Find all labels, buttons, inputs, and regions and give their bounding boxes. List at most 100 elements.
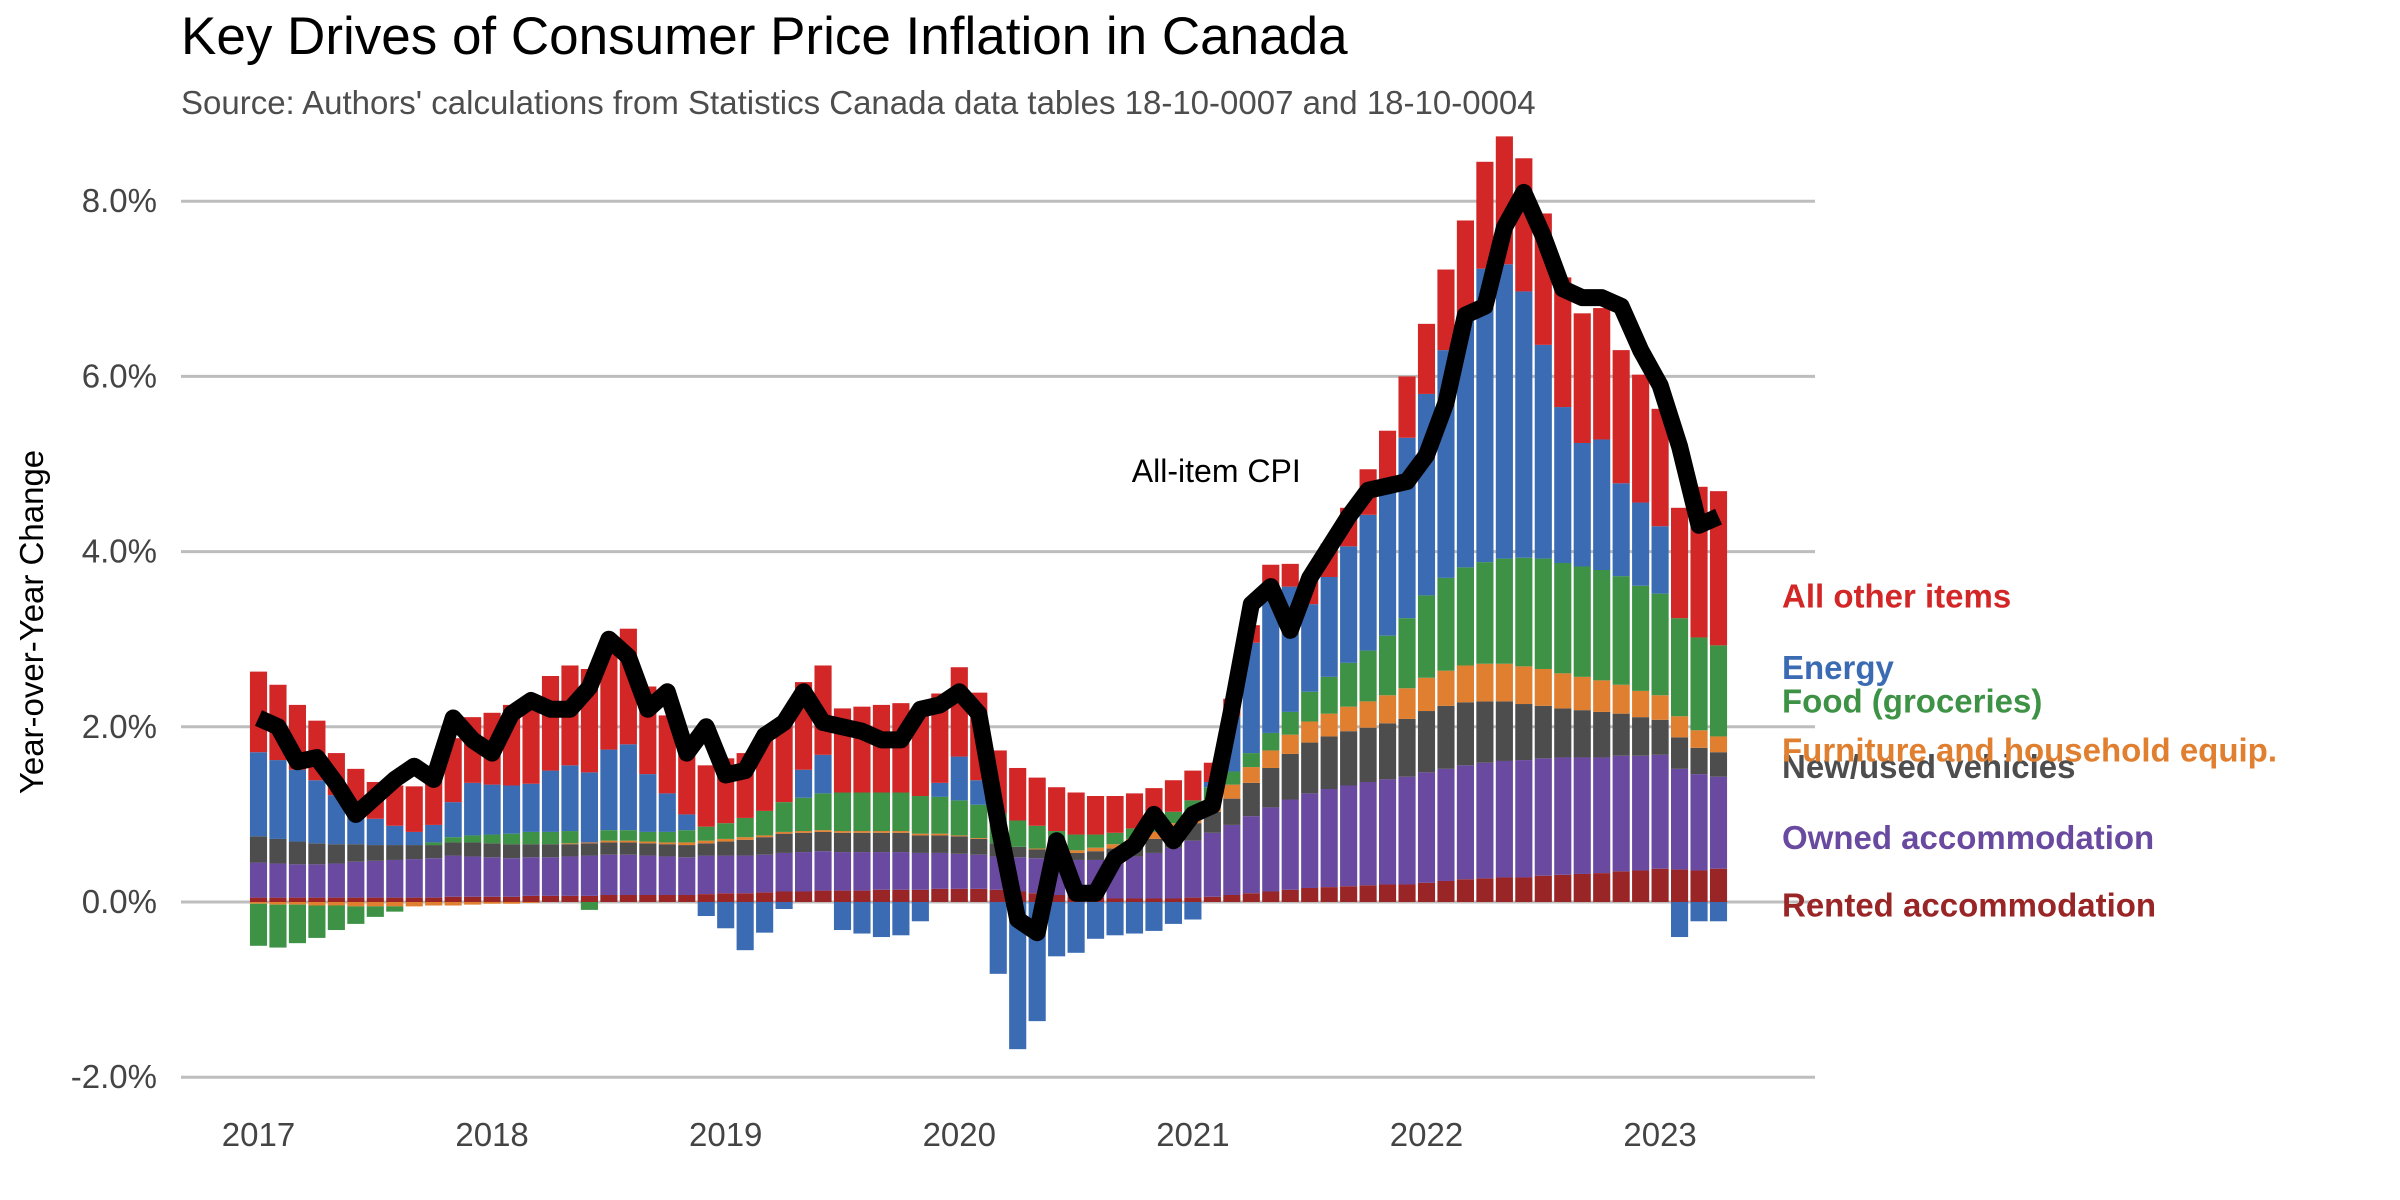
- bar-energy: [678, 814, 696, 831]
- bar-other: [775, 721, 793, 803]
- bar-food: [580, 902, 598, 910]
- bar-vehicles: [1476, 701, 1494, 763]
- bar-food: [658, 831, 676, 843]
- bar-vehicles: [1612, 713, 1630, 756]
- bar-food: [1028, 825, 1046, 849]
- bar-food: [1417, 595, 1436, 678]
- bar-energy: [1340, 546, 1358, 663]
- bar-energy: [814, 754, 832, 794]
- bar-food: [678, 830, 696, 843]
- bar-energy: [366, 818, 384, 846]
- bar-vehicles: [795, 832, 813, 853]
- bar-energy: [1106, 902, 1124, 936]
- bar-food: [1301, 691, 1319, 722]
- bar-energy: [1009, 902, 1027, 1050]
- bar-owned: [1554, 757, 1572, 875]
- bar-food: [1223, 771, 1241, 785]
- bar-furniture: [1223, 784, 1241, 799]
- bar-owned: [541, 857, 560, 896]
- bar-furniture: [1437, 670, 1455, 706]
- bar-owned: [425, 858, 443, 898]
- bar-rent: [756, 892, 774, 902]
- bar-rent: [1534, 875, 1552, 902]
- bar-energy: [892, 902, 910, 936]
- legend-label-food: Food (groceries): [1782, 683, 2042, 720]
- bar-energy: [1456, 313, 1474, 568]
- bar-furniture: [1242, 767, 1260, 783]
- bar-energy: [425, 824, 443, 843]
- bar-energy: [444, 802, 462, 838]
- bar-furniture: [1554, 673, 1572, 709]
- bar-owned: [1398, 776, 1416, 885]
- bar-vehicles: [1593, 711, 1611, 758]
- bar-vehicles: [756, 837, 774, 855]
- bar-energy: [1164, 902, 1182, 924]
- bar-furniture: [970, 838, 988, 839]
- legend-label-vehicles: New/used vehicles: [1782, 748, 2075, 785]
- bar-energy: [658, 793, 676, 832]
- x-tick-label: 2020: [923, 1116, 996, 1153]
- bar-energy: [1262, 584, 1280, 733]
- bar-vehicles: [1145, 838, 1163, 853]
- bar-rent: [1515, 877, 1533, 902]
- bar-other: [1048, 787, 1066, 832]
- bar-rent: [1632, 870, 1650, 902]
- bar-furniture: [619, 840, 637, 843]
- bar-other: [405, 786, 423, 832]
- bar-energy: [1534, 344, 1552, 559]
- y-tick-label: 0.0%: [82, 883, 157, 920]
- bar-vehicles: [775, 833, 793, 853]
- axes: -2.0% 0.0% 2.0% 4.0% 6.0% 8.0% 2017 2018 2019 202…: [13, 182, 1697, 1153]
- bar-energy: [1476, 268, 1494, 563]
- bar-rent: [1379, 884, 1397, 902]
- bar-vehicles: [1495, 701, 1513, 761]
- bar-food: [288, 904, 306, 944]
- bar-rent: [911, 889, 929, 902]
- bar-energy: [775, 902, 793, 910]
- bar-rent: [678, 894, 696, 902]
- bar-other: [853, 706, 871, 793]
- bar-owned: [1145, 852, 1163, 899]
- bar-owned: [366, 860, 384, 898]
- bar-rent: [541, 895, 560, 902]
- bar-other: [1125, 793, 1144, 829]
- bar-furniture: [1515, 666, 1533, 705]
- bar-vehicles: [249, 836, 268, 863]
- bar-energy: [405, 831, 423, 846]
- bar-owned: [1632, 755, 1650, 871]
- bar-energy: [1709, 902, 1728, 922]
- bar-vehicles: [697, 843, 715, 856]
- bar-furniture: [269, 902, 287, 905]
- bar-rent: [814, 890, 832, 902]
- bar-owned: [1709, 776, 1728, 869]
- bar-furniture: [1320, 713, 1338, 737]
- bar-energy: [872, 902, 890, 938]
- bar-other: [697, 765, 715, 827]
- bar-owned: [619, 854, 637, 895]
- cpi-line-layer: [255, 183, 1722, 942]
- bar-food: [444, 837, 462, 843]
- bar-owned: [288, 864, 306, 898]
- bar-rent: [1398, 884, 1416, 902]
- bar-rent: [580, 895, 598, 902]
- bar-owned: [1417, 772, 1436, 883]
- bar-other: [1067, 792, 1085, 835]
- bar-vehicles: [1651, 719, 1669, 755]
- bar-owned: [327, 863, 345, 898]
- annotation-label: All-item CPI: [1132, 453, 1301, 489]
- x-tick-label: 2022: [1390, 1116, 1463, 1153]
- chart-title: Key Drives of Consumer Price Inflation i…: [181, 7, 1348, 66]
- bar-owned: [1379, 779, 1397, 885]
- bar-vehicles: [1437, 705, 1455, 769]
- legend-label-rent: Rented accommodation: [1782, 887, 2156, 924]
- bar-rent: [1203, 896, 1221, 902]
- bar-furniture: [288, 902, 306, 905]
- bar-rent: [1573, 873, 1591, 902]
- bar-owned: [736, 855, 754, 894]
- bar-owned: [639, 855, 657, 895]
- bar-food: [619, 830, 637, 841]
- bar-owned: [580, 855, 598, 896]
- bar-energy: [1359, 514, 1377, 651]
- bar-vehicles: [872, 832, 890, 853]
- bar-vehicles: [1340, 731, 1358, 786]
